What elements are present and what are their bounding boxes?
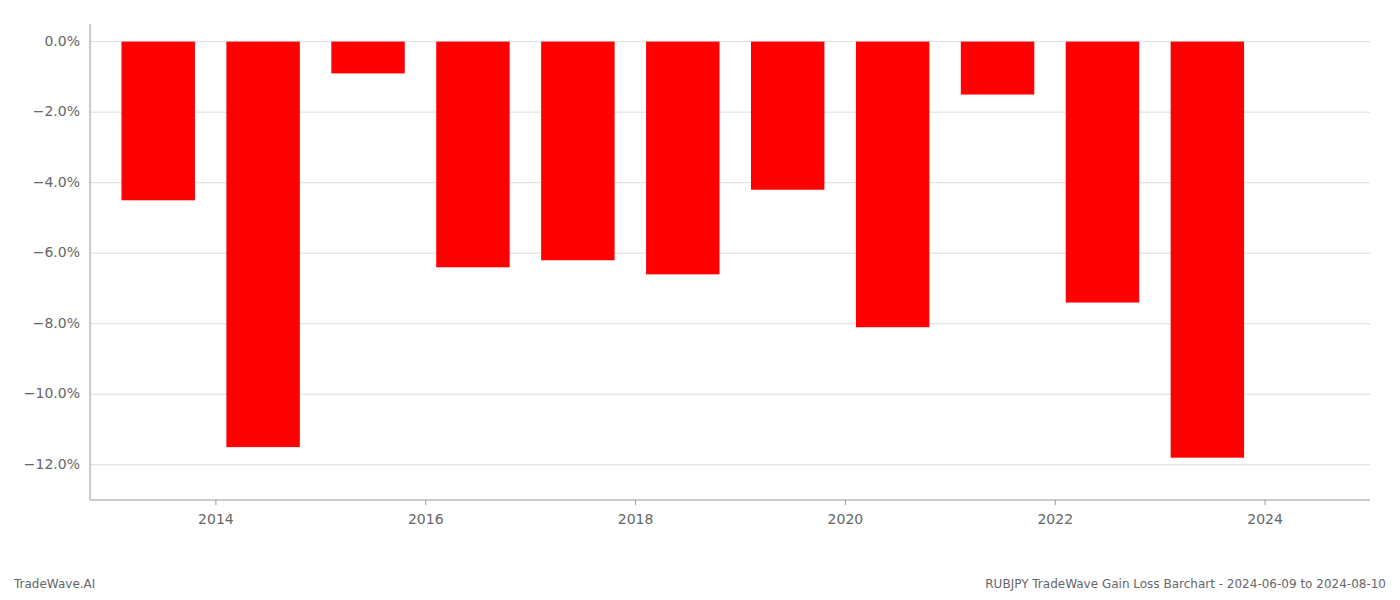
- x-tick: [425, 500, 426, 505]
- bar: [121, 42, 194, 201]
- y-tick-label: 0.0%: [44, 33, 80, 49]
- y-tick-label: −2.0%: [33, 103, 80, 119]
- bar: [541, 42, 614, 261]
- x-tick-label: 2022: [1037, 511, 1073, 527]
- x-tick: [1055, 500, 1056, 505]
- y-grid: [90, 42, 1370, 465]
- x-tick: [215, 500, 216, 505]
- footer-text: TradeWave.AI: [13, 577, 95, 591]
- bar: [1066, 42, 1139, 303]
- grid-line: [90, 464, 1370, 465]
- y-axis-line: [90, 24, 91, 500]
- x-axis-line: [90, 500, 1370, 501]
- x-tick: [1265, 500, 1266, 505]
- x-tick: [635, 500, 636, 505]
- background: [0, 0, 1400, 600]
- y-tick-label: −4.0%: [33, 174, 80, 190]
- bar: [331, 42, 404, 74]
- chart-container: 0.0% −2.0% −4.0% −6.0% −8.0% −10.0% −12.0% 2014…: [0, 0, 1400, 600]
- chart: 0.0% −2.0% −4.0% −6.0% −8.0% −10.0% −12.0% 2014…: [0, 0, 1400, 600]
- y-axis: 0.0% −2.0% −4.0% −6.0% −8.0% −10.0% −12.0%: [24, 24, 90, 500]
- x-tick: [845, 500, 846, 505]
- bar: [751, 42, 824, 190]
- x-tick-label: 2024: [1247, 511, 1283, 527]
- x-tick-label: 2020: [828, 511, 864, 527]
- bar: [1171, 42, 1244, 458]
- bars: [121, 42, 1244, 458]
- bar: [226, 42, 299, 447]
- bar: [961, 42, 1034, 95]
- bar: [856, 42, 929, 328]
- bar: [646, 42, 719, 275]
- x-axis: 2014 2016 2018 2020 2022 2024: [90, 500, 1370, 527]
- y-tick-label: −6.0%: [33, 244, 80, 260]
- bar: [436, 42, 509, 268]
- y-tick-label: −10.0%: [24, 385, 80, 401]
- y-tick-label: −8.0%: [33, 315, 80, 331]
- x-tick-label: 2018: [618, 511, 654, 527]
- x-tick-label: 2016: [408, 511, 444, 527]
- y-tick-label: −12.0%: [24, 456, 80, 472]
- x-tick-label: 2014: [198, 511, 234, 527]
- footer-text: RUBJPY TradeWave Gain Loss Barchart - 20…: [985, 577, 1386, 591]
